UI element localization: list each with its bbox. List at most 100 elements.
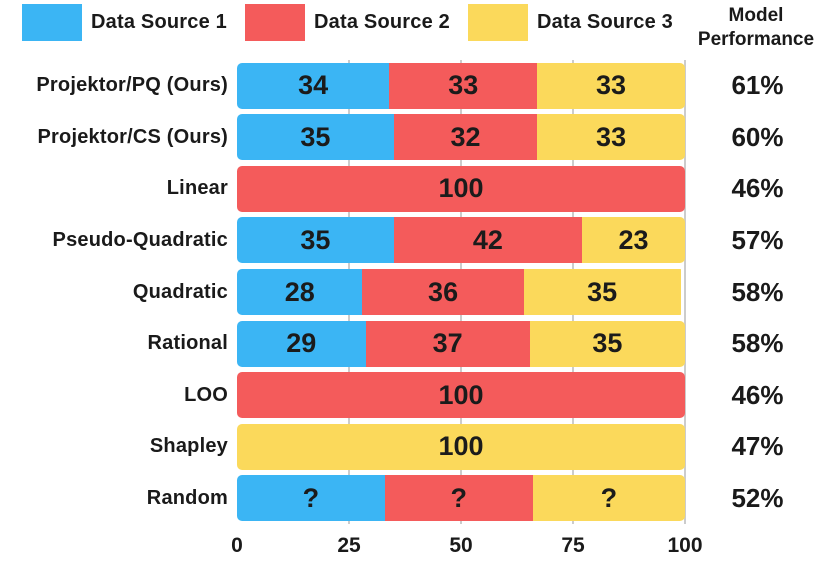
bar-segment: ? <box>384 475 533 522</box>
bar-segment-value: ? <box>302 482 320 513</box>
bar-segment: 33 <box>537 62 685 109</box>
chart-row: Projektor/PQ (Ours) 34 33 33 61% <box>0 60 830 112</box>
bar-segment: 35 <box>237 217 394 264</box>
bar-segment-value: 32 <box>450 121 481 152</box>
row-label: Projektor/PQ (Ours) <box>36 74 228 97</box>
x-axis-tick-0: 0 <box>231 534 243 557</box>
bar-segment: 34 <box>237 62 390 109</box>
bar-segment-value: 37 <box>432 328 463 359</box>
bar-segment-value: ? <box>600 482 618 513</box>
performance-value: 58% <box>731 276 784 307</box>
performance-value: 52% <box>731 482 784 513</box>
stacked-bar: 28 36 35 <box>237 269 685 316</box>
gridline-100 <box>684 60 686 524</box>
x-axis-tick-75: 75 <box>561 534 585 557</box>
bar-segment-value: 100 <box>438 379 484 410</box>
bar-segment-value: ? <box>450 482 467 513</box>
legend-swatch-blue-icon <box>22 4 82 41</box>
row-label: Shapley <box>149 435 228 458</box>
x-axis: 0 25 50 75 100 <box>231 530 702 570</box>
bar-segment: 100 <box>237 165 685 212</box>
row-label: Quadratic <box>132 280 228 303</box>
bar-segment-value: 36 <box>428 276 459 307</box>
row-label: LOO <box>184 383 228 406</box>
stacked-bar: 100 <box>237 423 685 470</box>
bar-segment: 37 <box>365 320 530 367</box>
performance-value: 46% <box>731 379 784 410</box>
legend-swatch-red-icon <box>245 4 305 41</box>
legend-item: Data Source 1 <box>22 4 227 41</box>
stacked-bar: 29 37 35 <box>237 320 685 367</box>
bar-segment: 35 <box>529 320 685 367</box>
legend-row: Data Source 1 Data Source 2 Data Source 3 … <box>0 0 830 60</box>
bar-segment: ? <box>532 475 685 522</box>
bar-segment: 35 <box>237 114 394 161</box>
bar-segment: ? <box>237 475 385 522</box>
model-performance-header: Model Performance <box>697 5 815 50</box>
stacked-bar: ??? <box>237 475 685 522</box>
bar-segment: 36 <box>362 269 524 316</box>
legend-item: Data Source 3 <box>468 4 673 41</box>
performance-value: 61% <box>731 70 784 101</box>
row-label: Pseudo-Quadratic <box>52 228 228 251</box>
x-axis-tick-100: 100 <box>667 534 703 557</box>
x-axis-tick-50: 50 <box>449 534 473 557</box>
row-label: Rational <box>147 332 228 355</box>
bar-segment-value: 34 <box>298 70 329 101</box>
chart-row: Rational 29 37 35 58% <box>0 318 830 370</box>
bar-segment: 28 <box>237 269 363 316</box>
bar-segment: 100 <box>237 423 685 470</box>
bar-segment-value: 35 <box>300 224 331 255</box>
stacked-bar: 35 32 33 <box>237 114 685 161</box>
bar-segment-value: 100 <box>438 431 484 462</box>
legend-item-label: Data Source 2 <box>314 11 450 33</box>
stacked-bar: 34 33 33 <box>237 62 685 109</box>
row-label: Random <box>146 486 228 509</box>
chart-row: Quadratic 28 36 35 58% <box>0 266 830 318</box>
bar-segment: 32 <box>393 114 538 161</box>
bar-segment-value: 23 <box>618 224 649 255</box>
performance-value: 47% <box>731 431 784 462</box>
bar-segment-value: 35 <box>592 328 623 359</box>
performance-value: 46% <box>731 173 784 204</box>
bar-segment: 33 <box>537 114 685 161</box>
legend-item-label: Data Source 1 <box>91 11 227 33</box>
bar-segment-value: 100 <box>438 173 484 204</box>
chart-row: Random??? 52% <box>0 473 830 525</box>
legend: Data Source 1 Data Source 2 Data Source 3 <box>22 4 691 41</box>
legend-item: Data Source 2 <box>245 4 450 41</box>
bar-segment-value: 33 <box>448 70 479 101</box>
x-axis-tick-25: 25 <box>337 534 361 557</box>
bar-segment: 100 <box>237 372 685 419</box>
chart-row: Projektor/CS (Ours) 35 32 33 60% <box>0 112 830 164</box>
stacked-bar: 35 42 23 <box>237 217 685 264</box>
bar-segment: 29 <box>237 320 366 367</box>
bar-segment: 23 <box>581 217 685 264</box>
legend-swatch-yellow-icon <box>468 4 528 41</box>
bar-segment-value: 35 <box>587 276 618 307</box>
bar-segment: 42 <box>393 217 582 264</box>
row-label: Projektor/CS (Ours) <box>37 125 228 148</box>
chart-row: LOO 100 46% <box>0 369 830 421</box>
chart-row: Shapley 100 47% <box>0 421 830 473</box>
performance-value: 57% <box>731 224 784 255</box>
row-label: Linear <box>166 177 228 200</box>
stacked-bar: 100 <box>237 165 685 212</box>
performance-value: 60% <box>731 121 784 152</box>
stacked-bar: 100 <box>237 372 685 419</box>
chart-row: Pseudo-Quadratic 35 42 23 57% <box>0 215 830 267</box>
bar-segment-value: 33 <box>596 70 627 101</box>
bar-segment-value: 35 <box>300 121 331 152</box>
bar-segment-value: 33 <box>596 121 627 152</box>
bar-segment: 33 <box>389 62 538 109</box>
legend-item-label: Data Source 3 <box>537 11 673 33</box>
bar-segment-value: 29 <box>286 328 317 359</box>
chart-rows: Projektor/PQ (Ours) 34 33 33 61% Projektor/CS… <box>0 60 830 524</box>
performance-value: 58% <box>731 328 784 359</box>
chart-row: Linear 100 46% <box>0 163 830 215</box>
bar-segment: 35 <box>523 269 681 316</box>
bar-segment-value: 42 <box>472 224 503 255</box>
plot-area: Projektor/PQ (Ours) 34 33 33 61% Projektor/CS… <box>0 60 830 524</box>
bar-segment-value: 28 <box>284 276 315 307</box>
